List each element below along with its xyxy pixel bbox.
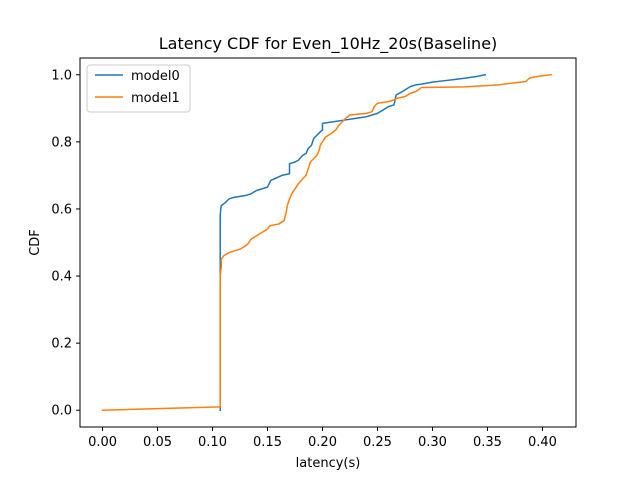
plot-area (79, 57, 577, 428)
x-tick-label: 0.30 (418, 435, 447, 450)
legend-label-model0: model0 (131, 69, 180, 84)
y-tick-label: 1.0 (51, 68, 72, 83)
x-tick-label: 0.15 (253, 435, 282, 450)
y-axis-label: CDF (28, 229, 43, 256)
x-tick-label: 0.35 (473, 435, 502, 450)
y-axis-ticks: 0.0 0.2 0.4 0.6 0.8 1.0 (51, 68, 80, 419)
legend-label-model1: model1 (131, 91, 180, 106)
chart-title: Latency CDF for Even_10Hz_20s(Baseline) (159, 34, 498, 54)
y-tick-label: 0.4 (51, 270, 72, 285)
axes-frame (79, 57, 577, 428)
y-tick-label: 0.8 (51, 135, 72, 150)
x-tick-label: 0.20 (308, 435, 337, 450)
x-tick-label: 0.10 (198, 435, 227, 450)
legend-box (86, 64, 191, 113)
y-tick-label: 0.0 (51, 404, 72, 419)
series-layer (101, 73, 553, 412)
y-tick-label: 0.2 (51, 337, 72, 352)
x-tick-label: 0.00 (88, 435, 117, 450)
series-line-model0 (219, 73, 487, 411)
x-tick-label: 0.05 (143, 435, 172, 450)
x-axis-ticks: 0.00 0.05 0.10 0.15 0.20 0.25 0.30 0.35 0.40 (88, 427, 557, 450)
series-line-model1 (101, 73, 553, 412)
x-axis-label: latency(s) (296, 456, 361, 471)
legend: model0 model1 (86, 64, 191, 113)
x-tick-label: 0.25 (363, 435, 392, 450)
x-tick-label: 0.40 (528, 435, 557, 450)
y-tick-label: 0.6 (51, 202, 72, 217)
